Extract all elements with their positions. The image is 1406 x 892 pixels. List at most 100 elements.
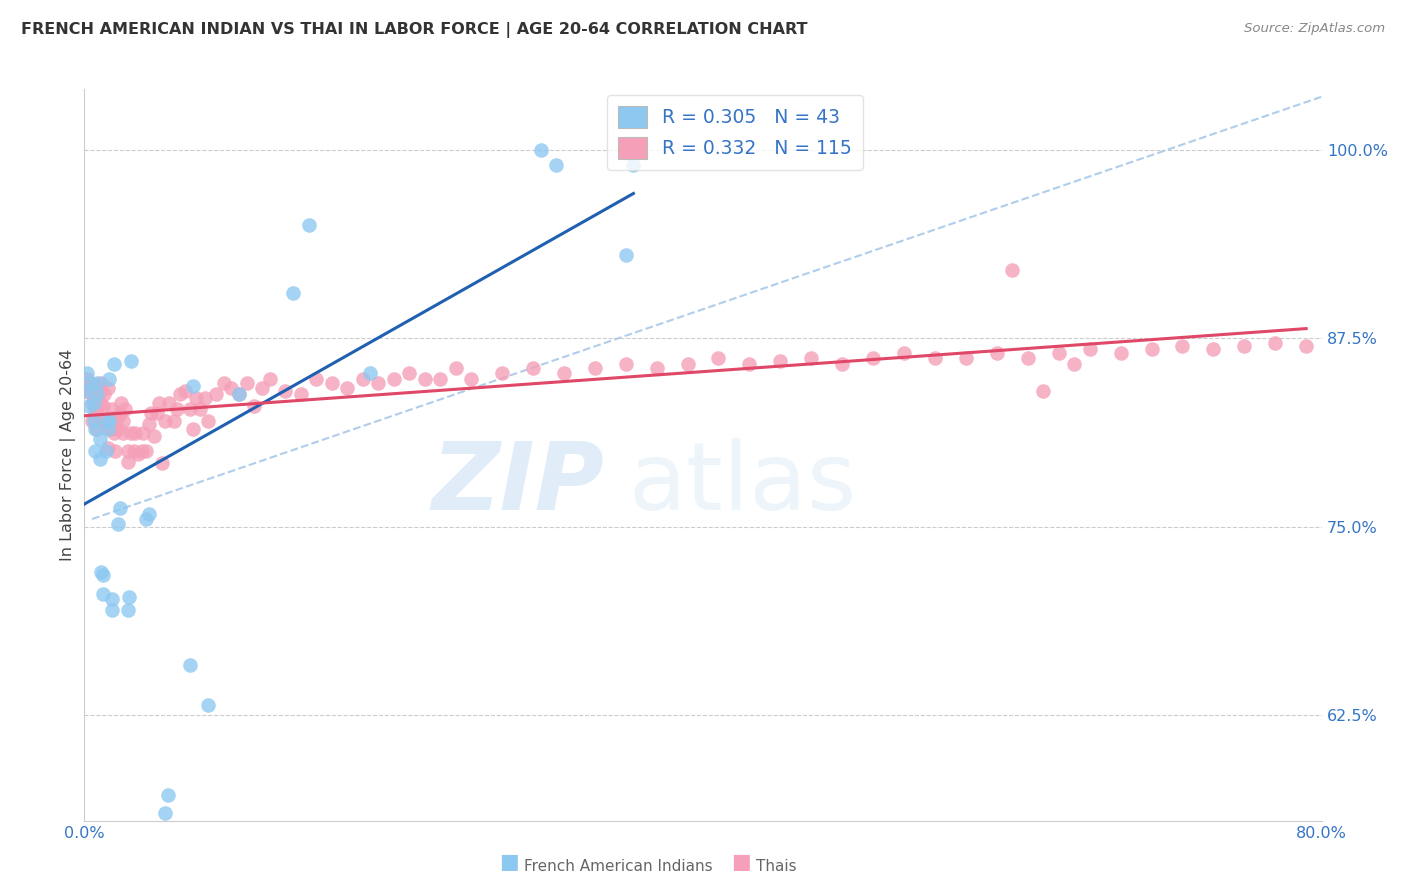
Point bbox=[1078, 342, 1101, 356]
Point bbox=[290, 387, 312, 401]
Point bbox=[107, 516, 129, 531]
Point bbox=[382, 372, 405, 386]
Point bbox=[1295, 338, 1317, 352]
Point bbox=[104, 421, 127, 435]
Point bbox=[104, 444, 127, 458]
Point bbox=[103, 425, 125, 440]
Point bbox=[83, 414, 105, 428]
Point bbox=[86, 401, 108, 416]
Point bbox=[212, 376, 235, 391]
Point bbox=[228, 387, 250, 401]
Point bbox=[76, 372, 98, 386]
Point bbox=[197, 698, 219, 712]
Point bbox=[82, 414, 104, 428]
Point bbox=[75, 384, 97, 398]
Point bbox=[90, 565, 112, 579]
Point bbox=[676, 357, 699, 371]
Point bbox=[360, 366, 382, 380]
Point bbox=[159, 396, 181, 410]
Point bbox=[460, 372, 482, 386]
Point bbox=[623, 158, 645, 172]
Point bbox=[1047, 346, 1070, 360]
Point bbox=[84, 407, 107, 421]
Point bbox=[138, 417, 160, 431]
Point bbox=[89, 451, 111, 466]
Point bbox=[156, 788, 179, 802]
Text: ■: ■ bbox=[731, 853, 751, 872]
Point bbox=[101, 401, 124, 416]
Point bbox=[707, 351, 730, 365]
Point bbox=[444, 361, 467, 376]
Point bbox=[87, 414, 110, 428]
Point bbox=[138, 508, 160, 522]
Point bbox=[131, 444, 153, 458]
Point bbox=[1202, 342, 1225, 356]
Point bbox=[174, 384, 197, 398]
Point bbox=[91, 414, 114, 428]
Point bbox=[117, 444, 139, 458]
Text: ZIP: ZIP bbox=[432, 438, 605, 530]
Point bbox=[188, 401, 212, 416]
Point bbox=[86, 421, 108, 435]
Point bbox=[97, 417, 120, 431]
Point bbox=[83, 396, 105, 410]
Point bbox=[955, 351, 977, 365]
Text: FRENCH AMERICAN INDIAN VS THAI IN LABOR FORCE | AGE 20-64 CORRELATION CHART: FRENCH AMERICAN INDIAN VS THAI IN LABOR … bbox=[21, 22, 807, 38]
Point bbox=[87, 392, 110, 406]
Point bbox=[163, 414, 186, 428]
Text: ■: ■ bbox=[499, 853, 519, 872]
Point bbox=[90, 384, 112, 398]
Point bbox=[139, 407, 162, 421]
Point bbox=[91, 399, 114, 413]
Point bbox=[283, 285, 305, 300]
Legend: R = 0.305   N = 43, R = 0.332   N = 115: R = 0.305 N = 43, R = 0.332 N = 115 bbox=[607, 95, 863, 170]
Point bbox=[91, 587, 114, 601]
Point bbox=[117, 455, 139, 469]
Text: French American Indians: French American Indians bbox=[524, 859, 713, 874]
Point bbox=[298, 218, 321, 232]
Point bbox=[800, 351, 823, 365]
Point bbox=[1140, 342, 1163, 356]
Point bbox=[252, 381, 274, 395]
Point bbox=[153, 414, 176, 428]
Point bbox=[197, 414, 219, 428]
Point bbox=[110, 396, 132, 410]
Point bbox=[75, 384, 97, 398]
Text: Thais: Thais bbox=[756, 859, 797, 874]
Point bbox=[169, 387, 191, 401]
Y-axis label: In Labor Force | Age 20-64: In Labor Force | Age 20-64 bbox=[60, 349, 76, 561]
Point bbox=[77, 399, 100, 413]
Point bbox=[1171, 338, 1194, 352]
Point bbox=[146, 407, 169, 421]
Point bbox=[112, 425, 135, 440]
Point bbox=[153, 806, 176, 821]
Point bbox=[108, 501, 131, 516]
Point bbox=[1032, 384, 1054, 398]
Point bbox=[100, 411, 122, 425]
Point bbox=[118, 591, 141, 605]
Point bbox=[84, 444, 107, 458]
Point bbox=[101, 417, 124, 431]
Point bbox=[205, 387, 228, 401]
Point bbox=[91, 567, 114, 582]
Point bbox=[98, 421, 121, 435]
Point bbox=[194, 392, 217, 406]
Point bbox=[179, 401, 201, 416]
Point bbox=[614, 248, 637, 262]
Point bbox=[148, 396, 170, 410]
Point bbox=[259, 372, 281, 386]
Point bbox=[107, 421, 129, 435]
Point bbox=[367, 376, 389, 391]
Point bbox=[90, 376, 112, 391]
Point bbox=[166, 401, 188, 416]
Point bbox=[97, 414, 120, 428]
Point bbox=[143, 429, 166, 443]
Point bbox=[583, 361, 606, 376]
Point bbox=[97, 441, 120, 455]
Point bbox=[738, 357, 761, 371]
Point bbox=[112, 414, 135, 428]
Point bbox=[83, 387, 105, 401]
Point bbox=[89, 432, 111, 446]
Point bbox=[83, 377, 105, 392]
Point bbox=[1017, 351, 1039, 365]
